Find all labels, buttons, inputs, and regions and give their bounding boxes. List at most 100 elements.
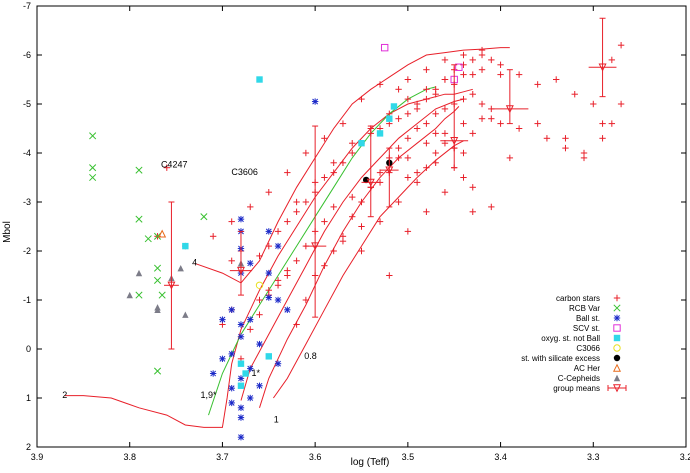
marker-stroke: [135, 215, 143, 223]
data-point: [163, 164, 170, 171]
marker-shape: [265, 353, 272, 360]
data-point: [302, 198, 310, 206]
evolution-track-line: [208, 86, 436, 416]
data-point: [256, 76, 263, 83]
data-point: [441, 189, 449, 196]
data-point: [534, 120, 541, 127]
marker-stroke: [256, 341, 263, 348]
data-point: [237, 434, 245, 441]
data-point: [349, 140, 356, 147]
data-point: [237, 382, 245, 389]
data-point: [158, 291, 166, 299]
marker-stroke: [284, 306, 291, 313]
data-point: [478, 66, 486, 73]
data-point: [376, 130, 384, 137]
data-point: [562, 144, 569, 152]
data-point: [182, 311, 189, 318]
marker-shape: [376, 130, 384, 137]
data-point: [247, 394, 254, 402]
axes: 3.9 3.8 3.7 3.6 3.5 3.4 3.3 3.2 -7 -6 -5 -4 -3 -2 -1 0 1…: [23, 1, 690, 462]
data-point: [505, 105, 514, 114]
marker-shape: [613, 374, 621, 382]
marker-shape: [126, 291, 133, 299]
data-point: [293, 208, 300, 215]
data-point: [274, 242, 282, 250]
data-point: [469, 91, 476, 98]
data-point: [590, 100, 597, 108]
data-point: [386, 272, 393, 279]
plot-frame: [36, 5, 687, 448]
marker-shape: [613, 334, 621, 342]
legend-label: SCV st.: [573, 324, 600, 333]
data-point: [209, 370, 217, 377]
marker-shape: [613, 324, 621, 332]
data-point: [608, 120, 616, 127]
evolution-track-line: [272, 140, 464, 399]
data-point: [404, 110, 412, 117]
data-point: [167, 281, 176, 290]
data-point: [413, 179, 421, 186]
data-point: [219, 316, 226, 323]
data-point: [432, 130, 439, 137]
data-point: [228, 385, 235, 392]
data-point: [413, 105, 421, 113]
data-point: [274, 282, 282, 289]
data-point: [358, 247, 365, 255]
data-point: [395, 198, 402, 206]
data-point: [321, 262, 328, 269]
data-point: [404, 135, 412, 142]
data-point: [506, 154, 514, 162]
marker-stroke: [228, 385, 235, 392]
data-point: [423, 95, 430, 103]
data-point: [265, 228, 272, 235]
data-point: [515, 125, 523, 132]
data-point: [404, 154, 412, 162]
x-tick-label: 3.9: [31, 452, 44, 462]
data-point: [571, 91, 578, 98]
data-point: [469, 130, 476, 137]
data-point: [460, 120, 467, 127]
data-point: [413, 169, 421, 176]
data-point: [237, 360, 245, 367]
data-point: [404, 95, 412, 103]
y-axis-label: Mbol: [2, 221, 13, 243]
marker-stroke: [153, 276, 162, 284]
data-point: [376, 218, 384, 225]
marker-stroke: [265, 270, 272, 276]
data-point: [553, 76, 560, 83]
data-point: [497, 120, 504, 127]
data-point: [478, 115, 486, 122]
marker-stroke: [238, 333, 244, 340]
data-point: [293, 321, 300, 328]
marker-stroke: [256, 382, 263, 389]
data-point: [274, 360, 282, 367]
marker-stroke: [265, 294, 272, 301]
data-point: [432, 159, 439, 166]
data-point: [580, 154, 588, 162]
y-tick-label: 0: [26, 344, 31, 354]
marker-shape: [612, 363, 622, 372]
marker-stroke: [265, 228, 272, 235]
y-tick-label: -7: [23, 1, 31, 11]
marker-shape: [167, 281, 176, 290]
marker-stroke: [144, 235, 152, 243]
data-point: [153, 276, 162, 284]
data-point: [339, 159, 347, 166]
legend-label: st. with silicate excess: [521, 354, 600, 363]
marker-shape: [385, 166, 394, 175]
data-point: [441, 56, 449, 64]
data-point: [237, 321, 245, 328]
data-point: [460, 95, 467, 103]
x-tick-label: 3.5: [402, 452, 415, 462]
marker-shape: [135, 269, 143, 277]
marker-shape: [255, 281, 264, 289]
data-point: [330, 247, 337, 255]
data-point: [450, 137, 459, 146]
data-point: [432, 149, 439, 157]
annotation-label: 4: [192, 258, 197, 268]
data-point: [534, 81, 541, 88]
data-point: [358, 198, 365, 206]
marker-stroke: [247, 395, 254, 401]
data-point: [274, 296, 282, 304]
y-tick-label: -4: [23, 148, 31, 158]
